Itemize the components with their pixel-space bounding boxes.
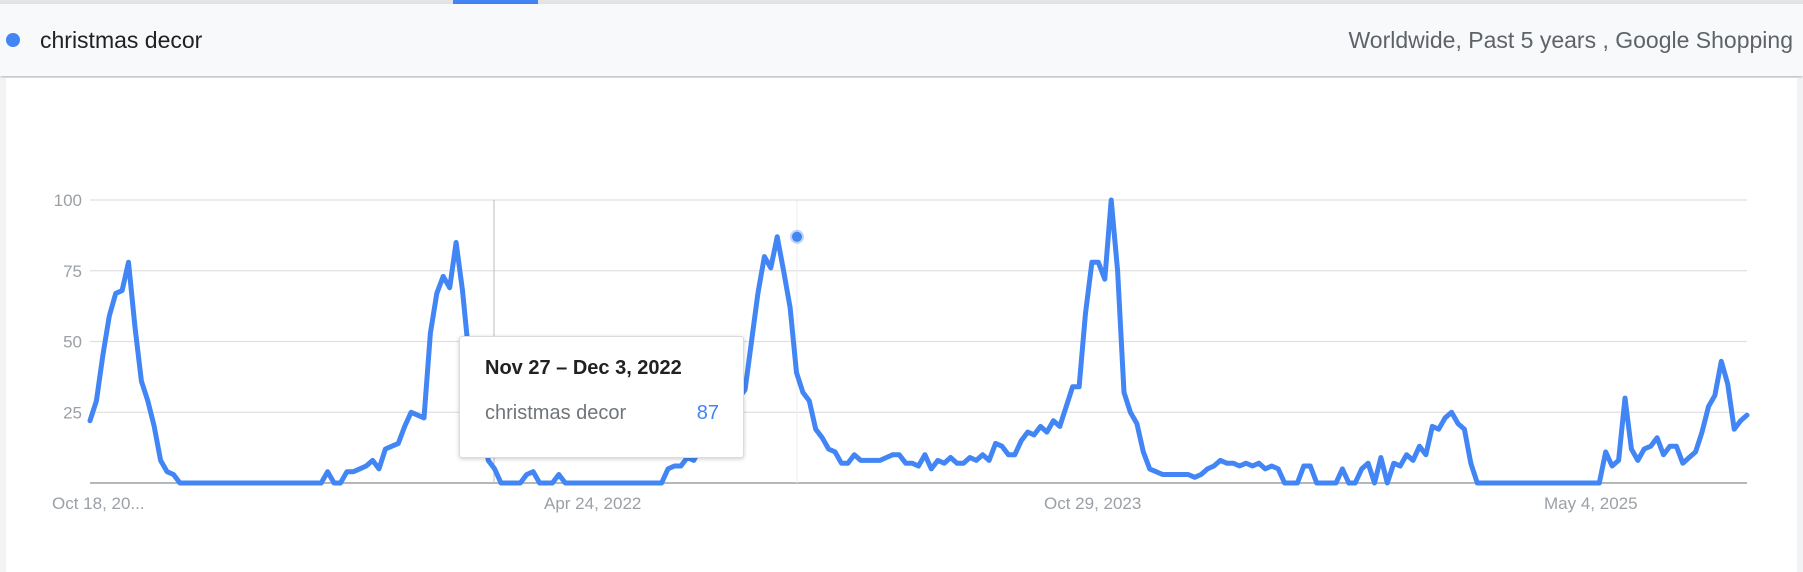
y-tick-label: 50 <box>63 333 82 352</box>
x-tick-label: Apr 24, 2022 <box>544 494 641 513</box>
tooltip-date: Nov 27 – Dec 3, 2022 <box>485 357 719 380</box>
chart-area: 25 50 75 100 Oct 18, 20... Apr 24, 2022 Oct 29… <box>0 78 1803 572</box>
highlight-point <box>792 232 802 242</box>
search-context: Worldwide, Past 5 years , Google Shoppin… <box>1349 27 1794 54</box>
series-color-dot-icon <box>6 33 20 47</box>
tooltip-row: christmas decor 87 <box>485 402 719 425</box>
trend-chart[interactable]: 25 50 75 100 Oct 18, 20... Apr 24, 2022 Oct 29… <box>6 78 1797 572</box>
x-tick-label: Oct 29, 2023 <box>1044 494 1141 513</box>
search-term-header: christmas decor Worldwide, Past 5 years … <box>0 4 1803 76</box>
y-tick-label: 25 <box>63 403 82 422</box>
y-tick-label: 100 <box>54 191 82 210</box>
search-term[interactable]: christmas decor <box>6 27 202 54</box>
hover-tooltip: Nov 27 – Dec 3, 2022 christmas decor 87 <box>459 336 744 458</box>
search-term-label: christmas decor <box>40 27 202 54</box>
y-tick-label: 75 <box>63 262 82 281</box>
tooltip-value: 87 <box>697 402 719 425</box>
tooltip-term: christmas decor <box>485 402 626 425</box>
x-tick-label: May 4, 2025 <box>1544 494 1638 513</box>
x-tick-label: Oct 18, 20... <box>52 494 145 513</box>
